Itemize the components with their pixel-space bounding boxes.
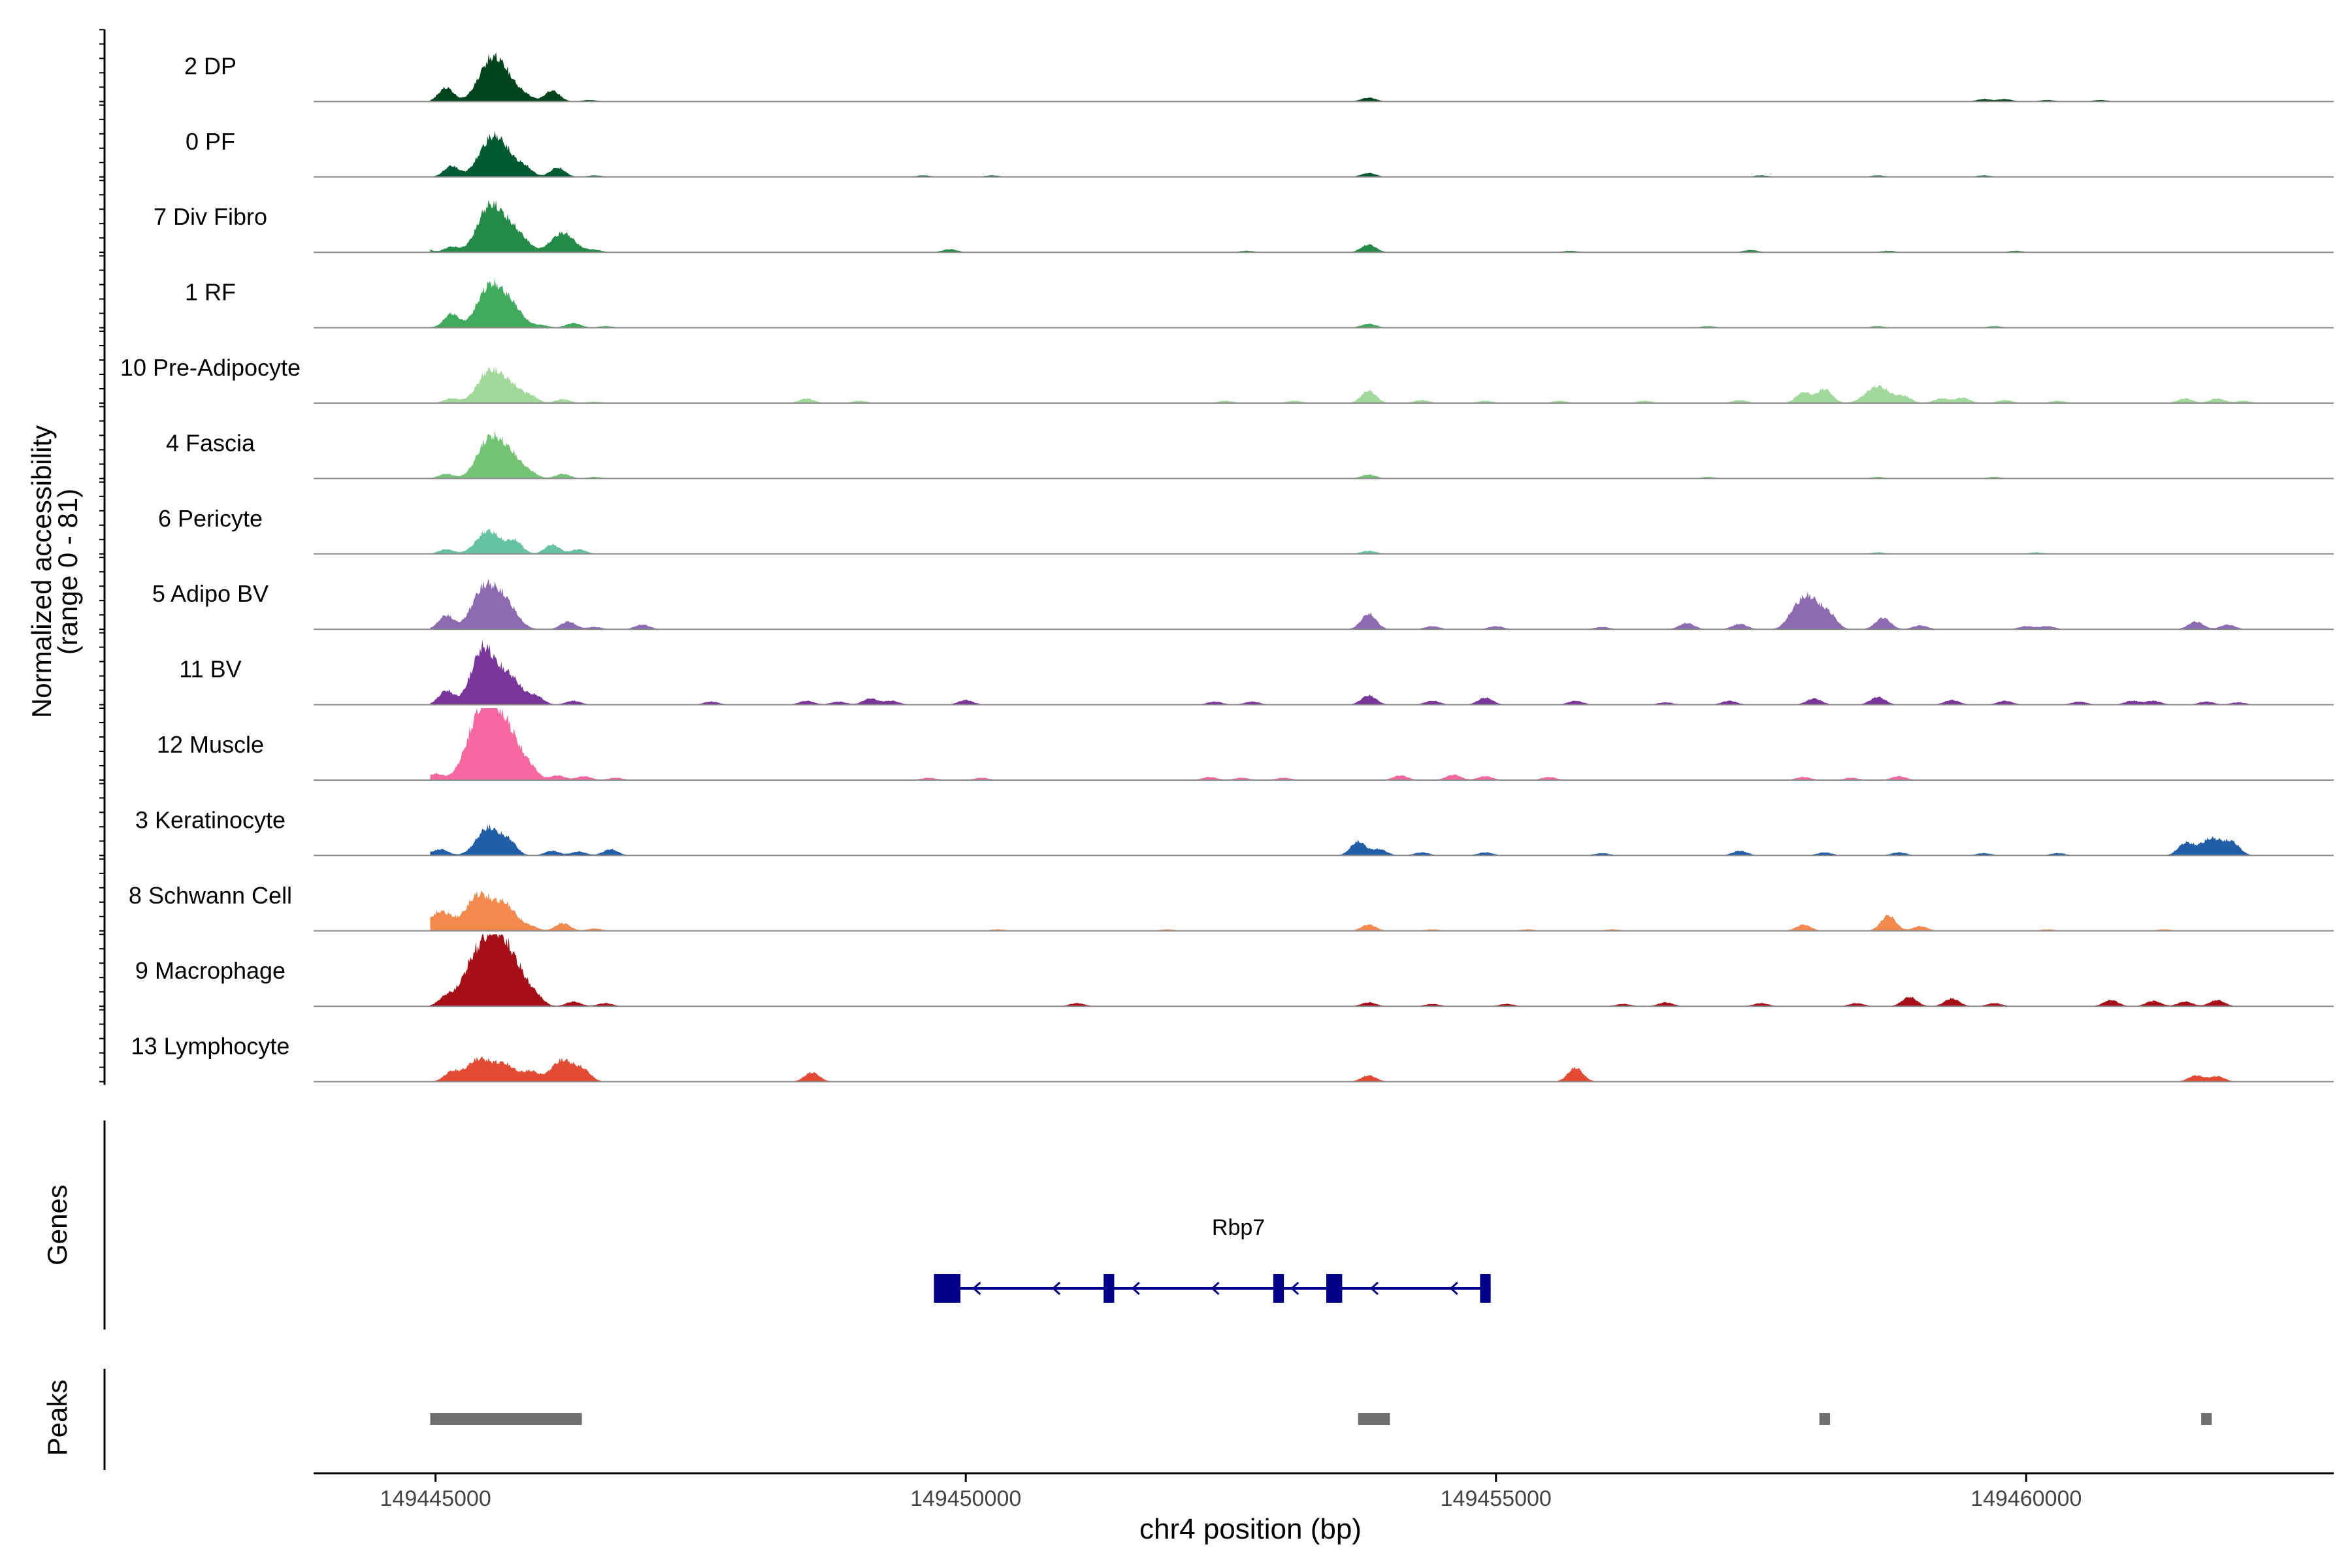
gene-exon	[1273, 1274, 1284, 1303]
track-label: 4 Fascia	[166, 429, 255, 456]
track-label: 10 Pre-Adipocyte	[120, 354, 301, 381]
genes-panel: Rbp7	[103, 1120, 1491, 1330]
track: 5 Adipo BV	[152, 578, 2334, 630]
x-tick-label: 149445000	[380, 1486, 491, 1511]
coverage-area	[430, 578, 2334, 630]
y-axis-range: (range 0 - 81)	[52, 489, 83, 655]
coverage-area	[430, 52, 2334, 102]
peak-region	[1819, 1413, 1831, 1425]
x-axis: 149445000 149450000 149455000 149460000	[314, 1472, 2334, 1511]
track-label: 7 Div Fibro	[154, 203, 267, 230]
track-label: 2 DP	[184, 52, 237, 79]
track-label: 8 Schwann Cell	[129, 882, 292, 909]
track: 7 Div Fibro	[154, 199, 2334, 253]
strand-arrow	[972, 1281, 981, 1296]
track: 8 Schwann Cell	[129, 882, 2334, 932]
coverage-area	[430, 528, 2334, 554]
strand-arrow	[1211, 1281, 1220, 1296]
peak-region	[430, 1413, 582, 1425]
track-label: 1 RF	[185, 279, 236, 306]
track-label: 5 Adipo BV	[152, 580, 269, 607]
coverage-area	[430, 430, 2334, 479]
accessibility-tracks: 2 DP 0 PF 7 Div Fibro 1 RF 10 Pre-Adipocyte 4…	[99, 29, 2334, 1085]
x-axis-title: chr4 position (bp)	[1139, 1513, 1362, 1545]
strand-arrow	[1290, 1281, 1299, 1296]
track: 6 Pericyte	[158, 505, 2334, 555]
track: 2 DP	[184, 52, 2334, 103]
coverage-area	[430, 824, 2334, 856]
track: 4 Fascia	[166, 429, 2334, 480]
coverage-area	[430, 708, 2334, 780]
track: 0 PF	[186, 128, 2334, 178]
coverage-area	[430, 278, 2334, 328]
coverage-area	[430, 890, 2334, 931]
coverage-area	[430, 1056, 2334, 1082]
track: 9 Macrophage	[135, 934, 2334, 1007]
strand-arrow	[1369, 1281, 1379, 1296]
coverage-area	[430, 640, 2334, 705]
track-label: 3 Keratinocyte	[135, 806, 286, 833]
track-label: 0 PF	[186, 128, 235, 155]
gene-exon	[1103, 1274, 1115, 1303]
track-label: 13 Lymphocyte	[131, 1033, 290, 1060]
peaks-panel	[103, 1369, 2212, 1470]
track: 13 Lymphocyte	[131, 1033, 2334, 1083]
gene-exon	[1480, 1274, 1491, 1303]
y-axis-title: Normalized accessibility	[26, 425, 57, 718]
peaks-axis-title: Peaks	[42, 1380, 73, 1456]
gene-exon	[934, 1274, 961, 1303]
peak-region	[2201, 1413, 2212, 1425]
track-label: 11 BV	[179, 656, 241, 683]
coverage-area	[430, 131, 2334, 177]
gene-name: Rbp7	[1212, 1215, 1265, 1240]
track: 12 Muscle	[157, 708, 2334, 781]
strand-arrow	[1131, 1281, 1140, 1296]
track: 1 RF	[185, 278, 2334, 329]
track: 3 Keratinocyte	[135, 806, 2334, 857]
x-tick-label: 149455000	[1441, 1486, 1552, 1511]
strand-arrow	[1051, 1281, 1061, 1296]
peak-region	[1358, 1413, 1390, 1425]
track: 10 Pre-Adipocyte	[120, 354, 2334, 404]
track-label: 6 Pericyte	[158, 505, 263, 532]
x-tick-label: 149450000	[910, 1486, 1021, 1511]
genes-axis-title: Genes	[42, 1184, 73, 1266]
coverage-area	[430, 934, 2334, 1007]
track-label: 9 Macrophage	[135, 957, 286, 984]
coverage-area	[430, 367, 2334, 403]
x-tick-label: 149460000	[1970, 1486, 2082, 1511]
track-label: 12 Muscle	[157, 731, 264, 758]
track: 11 BV	[179, 640, 2334, 706]
coverage-area	[430, 199, 2334, 253]
strand-arrow	[1449, 1281, 1458, 1296]
gene-exon	[1326, 1274, 1343, 1303]
